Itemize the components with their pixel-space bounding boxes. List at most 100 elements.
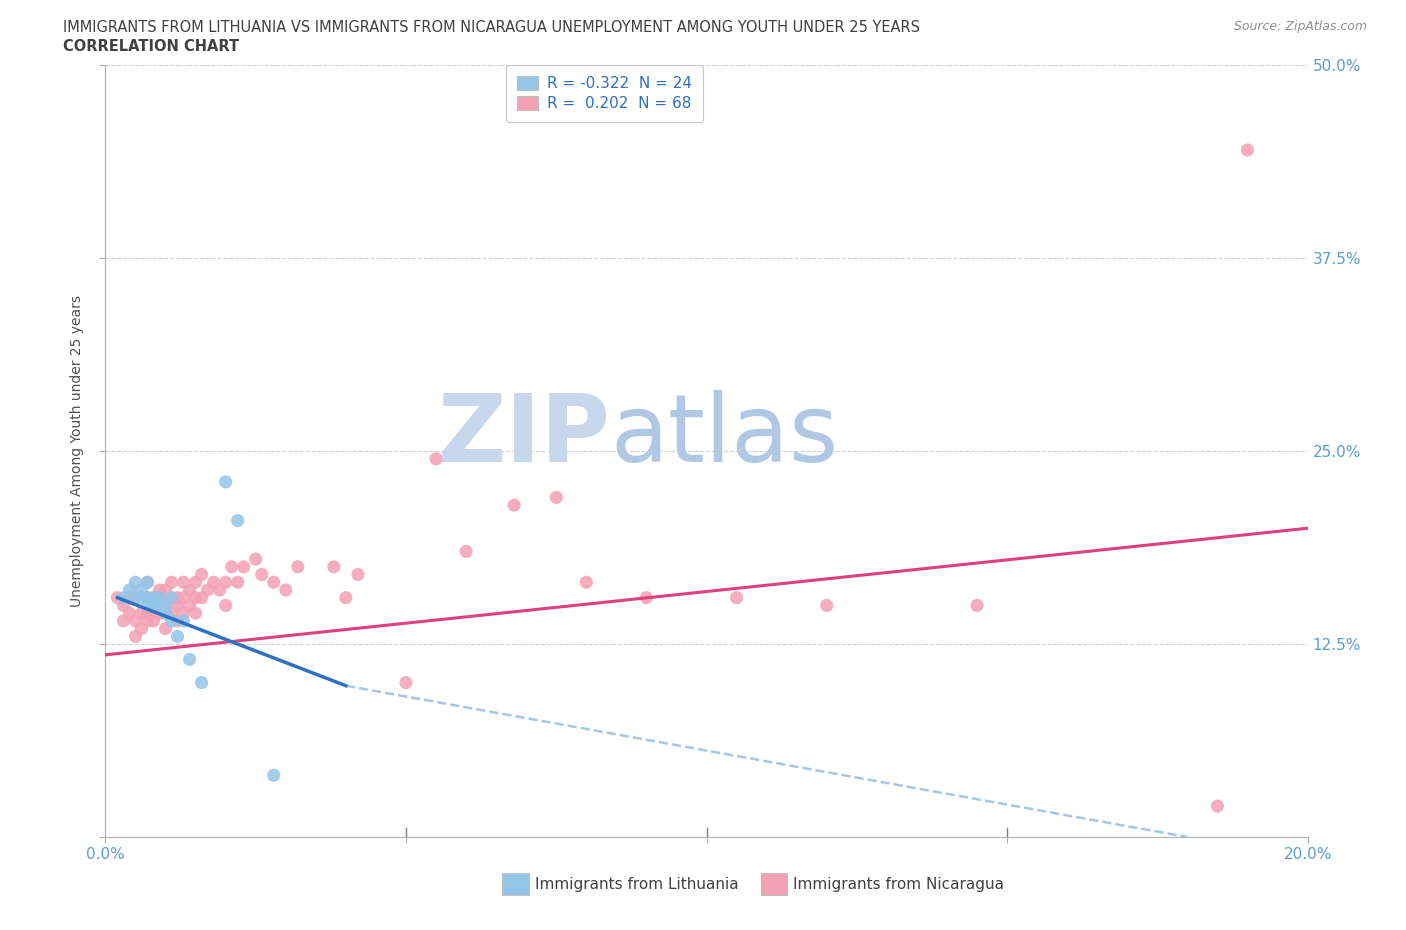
Point (173, 614, 195, 629)
Point (454, 544, 477, 559)
Point (142, 598, 165, 613)
Point (226, 575, 249, 590)
Point (118, 605, 141, 620)
Point (155, 598, 177, 613)
Point (197, 582, 219, 597)
Point (190, 567, 212, 582)
Point (160, 591, 183, 605)
Point (118, 591, 141, 605)
Point (395, 675, 418, 690)
Point (124, 591, 146, 605)
Point (160, 591, 183, 605)
Point (184, 605, 207, 620)
Point (148, 591, 170, 605)
Point (131, 582, 153, 597)
Point (179, 652, 201, 667)
Point (503, 498, 526, 512)
Point (184, 575, 207, 590)
Point (124, 575, 146, 590)
Point (179, 582, 201, 597)
Point (136, 575, 159, 590)
Point (136, 598, 159, 613)
Point (112, 591, 135, 605)
Point (155, 605, 177, 620)
Point (166, 614, 188, 629)
Text: CORRELATION CHART: CORRELATION CHART (63, 39, 239, 54)
Point (232, 560, 254, 575)
Point (636, 591, 658, 605)
Point (142, 614, 165, 629)
Point (136, 591, 159, 605)
Point (221, 560, 243, 575)
Point (184, 591, 207, 605)
Point (815, 598, 838, 613)
Point (160, 605, 183, 620)
Text: Source: ZipAtlas.com: Source: ZipAtlas.com (1233, 20, 1367, 33)
Point (214, 474, 236, 489)
Point (166, 598, 188, 613)
Point (1206, 799, 1229, 814)
Point (148, 582, 170, 597)
FancyBboxPatch shape (502, 873, 529, 895)
Point (725, 591, 748, 605)
Point (136, 614, 159, 629)
Point (173, 575, 195, 590)
Point (263, 575, 285, 590)
Point (160, 575, 183, 590)
Text: Immigrants from Lithuania: Immigrants from Lithuania (534, 877, 738, 892)
Point (155, 598, 177, 613)
Point (131, 621, 153, 636)
Point (124, 629, 146, 644)
Point (148, 605, 170, 620)
Point (173, 605, 195, 620)
Point (347, 567, 370, 582)
Point (208, 582, 231, 597)
Point (214, 575, 236, 590)
Point (322, 560, 344, 575)
Point (274, 582, 297, 597)
Point (155, 605, 177, 620)
Point (148, 601, 170, 616)
Point (155, 582, 177, 597)
Point (112, 614, 135, 629)
Point (575, 575, 598, 590)
Point (287, 560, 309, 575)
Text: Immigrants from Nicaragua: Immigrants from Nicaragua (793, 877, 1004, 892)
Point (142, 591, 165, 605)
Point (107, 591, 129, 605)
Point (148, 591, 170, 605)
Point (142, 605, 165, 620)
Point (546, 490, 568, 505)
Point (425, 451, 447, 466)
Point (173, 591, 195, 605)
FancyBboxPatch shape (761, 873, 787, 895)
Point (131, 605, 153, 620)
Point (166, 591, 188, 605)
Point (136, 591, 159, 605)
Text: ZIP: ZIP (437, 390, 610, 482)
Point (1236, 142, 1258, 157)
Point (131, 591, 153, 605)
Point (166, 629, 188, 644)
Point (136, 605, 159, 620)
Y-axis label: Unemployment Among Youth under 25 years: Unemployment Among Youth under 25 years (70, 295, 84, 607)
Point (190, 591, 212, 605)
Point (179, 598, 201, 613)
Point (214, 598, 236, 613)
Point (966, 598, 988, 613)
Text: atlas: atlas (610, 390, 838, 482)
Point (124, 591, 146, 605)
Point (226, 513, 249, 528)
Point (118, 582, 141, 597)
Point (250, 567, 273, 582)
Point (112, 598, 135, 613)
Point (190, 675, 212, 690)
Point (335, 591, 357, 605)
Point (202, 575, 225, 590)
Point (136, 575, 159, 590)
Point (155, 621, 177, 636)
Point (245, 551, 267, 566)
Legend: R = -0.322  N = 24, R =  0.202  N = 68: R = -0.322 N = 24, R = 0.202 N = 68 (506, 65, 703, 122)
Point (263, 768, 285, 783)
Text: IMMIGRANTS FROM LITHUANIA VS IMMIGRANTS FROM NICARAGUA UNEMPLOYMENT AMONG YOUTH : IMMIGRANTS FROM LITHUANIA VS IMMIGRANTS … (63, 20, 921, 35)
